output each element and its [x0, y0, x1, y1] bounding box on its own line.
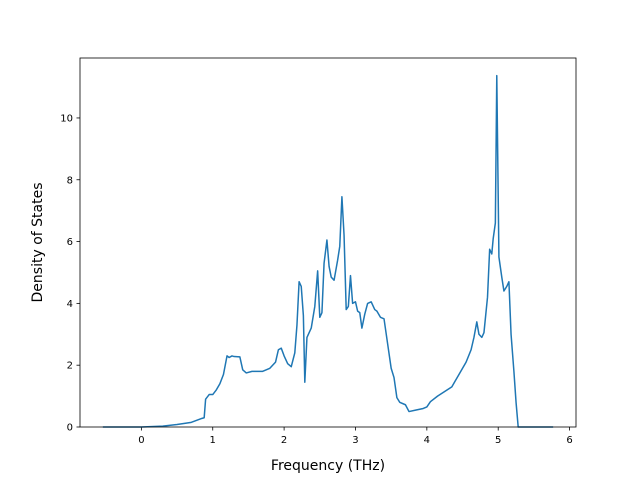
x-tick-label: 1 — [210, 435, 216, 446]
dos-line — [102, 74, 554, 428]
y-tick-label: 6 — [67, 237, 73, 248]
plot-frame — [79, 57, 577, 428]
y-tick-label: 0 — [67, 423, 73, 434]
y-axis-label: Density of States — [30, 183, 46, 303]
x-tick-label: 4 — [424, 435, 430, 446]
x-tick-label: 2 — [281, 435, 287, 446]
x-tick-label: 6 — [566, 435, 572, 446]
y-tick-label: 2 — [67, 361, 73, 372]
x-tick-label: 0 — [138, 435, 144, 446]
y-tick-label: 8 — [67, 175, 73, 186]
x-tick-label: 5 — [495, 435, 501, 446]
y-tick-label: 10 — [60, 113, 73, 124]
x-axis-label: Frequency (THz) — [271, 458, 385, 474]
y-tick-label: 4 — [67, 299, 73, 310]
x-tick-label: 3 — [352, 435, 358, 446]
